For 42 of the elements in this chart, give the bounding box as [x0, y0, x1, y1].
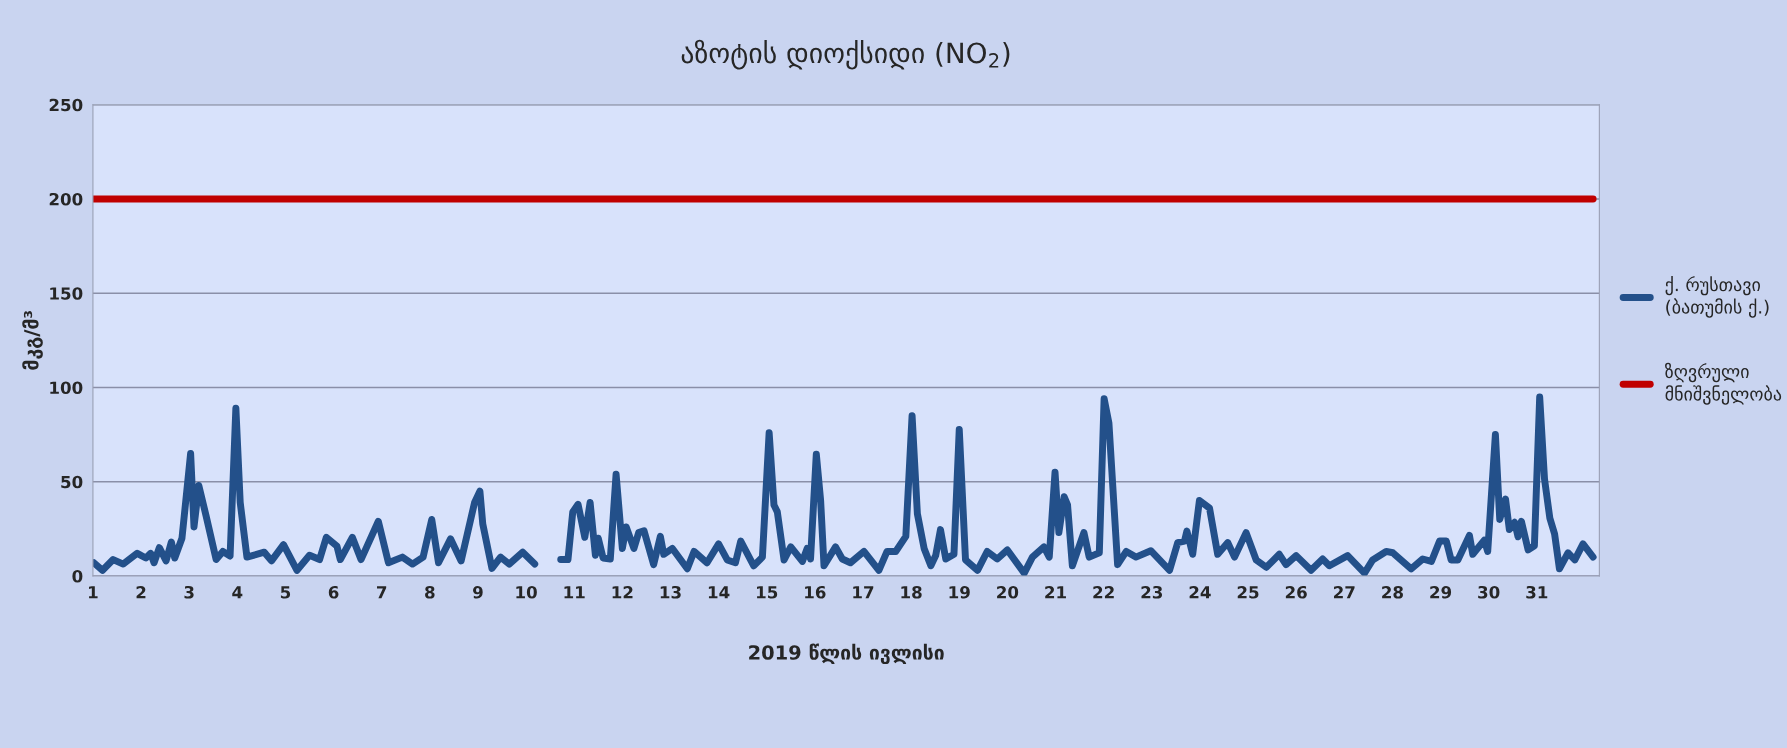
x-tick-label: 18: [901, 585, 922, 599]
x-tick-label: 9: [473, 585, 483, 599]
x-tick-label: 23: [1141, 585, 1163, 599]
x-tick-label: 19: [949, 585, 970, 599]
x-tick-label: 24: [1189, 585, 1211, 599]
x-axis-title: 2019 წლის ივლისი: [749, 643, 944, 665]
y-tick-label: 50: [61, 475, 83, 489]
x-tick-label: 29: [1430, 585, 1452, 599]
x-tick-label: 11: [564, 586, 585, 599]
x-tick-label: 13: [660, 585, 681, 599]
x-tick-label: 26: [1285, 585, 1307, 599]
x-tick-label: 2: [136, 585, 146, 599]
y-tick-label: 250: [49, 98, 83, 112]
x-tick-label: 25: [1237, 585, 1259, 599]
x-tick-label: 6: [328, 585, 339, 599]
x-tick-label: 7: [377, 586, 387, 599]
x-tick-label: 15: [757, 586, 778, 599]
x-tick-label: 10: [516, 585, 537, 599]
y-tick-label: 200: [49, 192, 83, 206]
x-tick-label: 3: [184, 585, 194, 599]
x-tick-label: 4: [232, 586, 243, 599]
x-tick-label: 28: [1382, 585, 1403, 599]
y-tick-label: 0: [72, 569, 83, 583]
x-tick-label: 20: [997, 585, 1019, 599]
x-tick-label: 21: [1045, 585, 1066, 599]
x-tick-label: 17: [853, 586, 874, 599]
x-tick-label: 1: [89, 586, 98, 599]
x-tick-label: 31: [1526, 585, 1548, 599]
y-tick-label: 100: [50, 381, 83, 395]
legend-label: ქ. რუსთავი (ბათუმის ქ.): [1665, 276, 1769, 318]
y-tick-label: 150: [50, 287, 83, 300]
x-tick-label: 22: [1093, 585, 1114, 599]
x-tick-label: 5: [280, 586, 291, 599]
legend-label: ზღვრული მნიშვნელობა: [1665, 362, 1782, 405]
x-tick-label: 30: [1478, 585, 1500, 599]
x-tick-label: 16: [805, 585, 826, 599]
x-tick-label: 12: [612, 585, 633, 599]
y-axis-title: მკგ/მ³: [22, 311, 43, 370]
x-tick-label: 14: [708, 586, 730, 599]
chart-title: აზოტის დიოქსიდი (NO$_{2}$): [681, 39, 1010, 70]
x-tick-label: 27: [1334, 585, 1355, 599]
x-tick-label: 8: [425, 585, 435, 599]
